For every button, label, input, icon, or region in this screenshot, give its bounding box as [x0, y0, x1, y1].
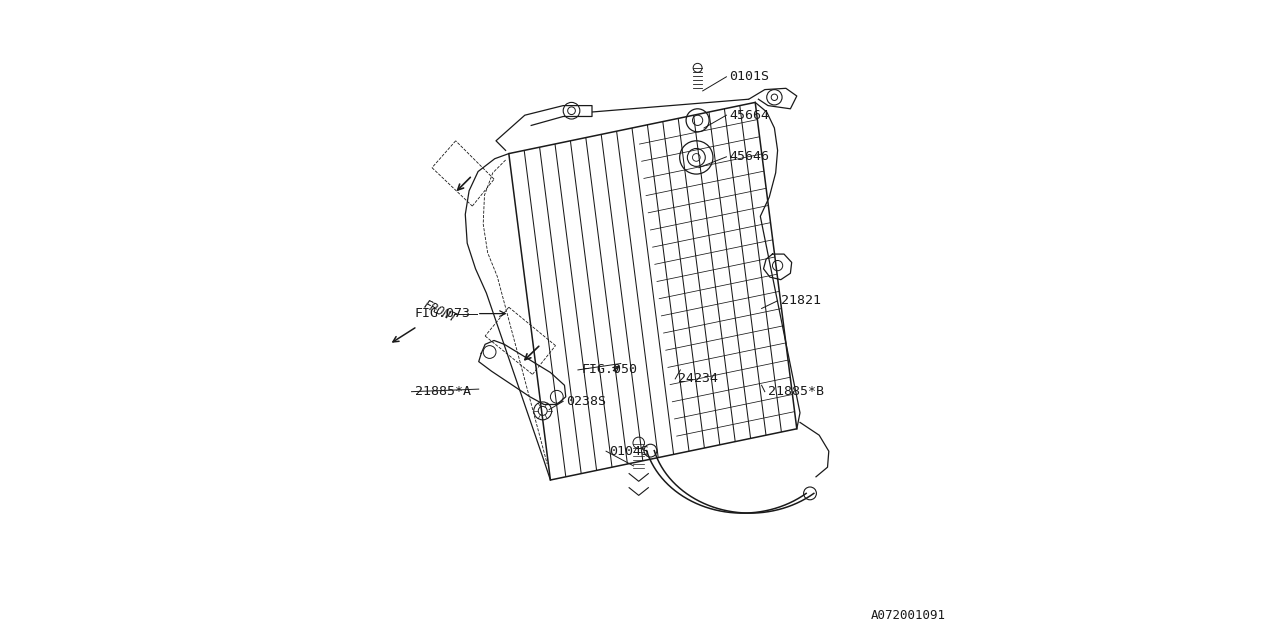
- Text: 0104S: 0104S: [609, 445, 649, 458]
- Text: FIG.050: FIG.050: [581, 364, 637, 376]
- Text: 24234: 24234: [678, 372, 718, 385]
- Text: FIG.073: FIG.073: [415, 307, 471, 320]
- Text: A072001091: A072001091: [870, 609, 946, 622]
- Text: 0101S: 0101S: [730, 70, 769, 83]
- Text: 21821: 21821: [781, 294, 820, 307]
- Text: 45646: 45646: [730, 150, 769, 163]
- Text: FRONT: FRONT: [421, 298, 458, 325]
- Text: 21885*A: 21885*A: [415, 385, 471, 398]
- Text: 0238S: 0238S: [566, 395, 607, 408]
- Text: 45664: 45664: [730, 109, 769, 122]
- Text: 21885*B: 21885*B: [768, 385, 824, 398]
